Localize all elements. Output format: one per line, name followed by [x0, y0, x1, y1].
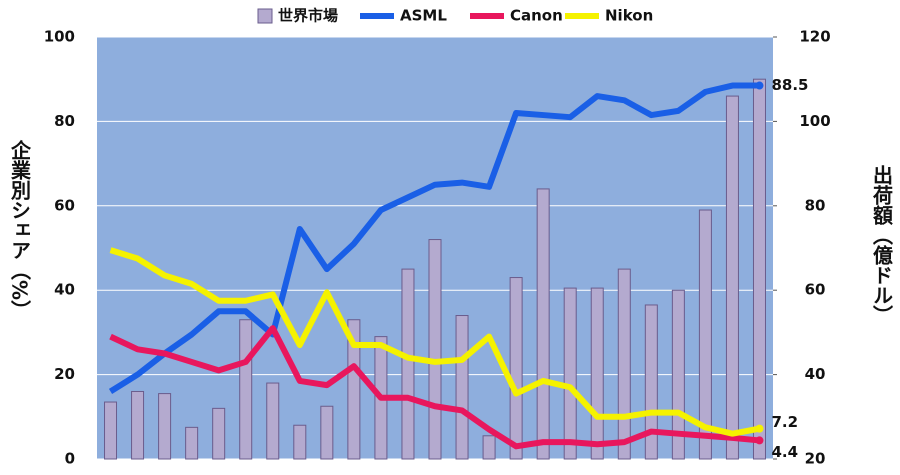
bar	[266, 382, 280, 460]
y-tick-label: 60	[54, 196, 75, 214]
value-label: 88.5	[771, 76, 808, 94]
line	[108, 82, 760, 395]
bar	[590, 287, 604, 460]
y2-tick-label: 20	[805, 450, 826, 468]
y2-tick-label: 60	[805, 281, 826, 299]
end-marker	[755, 424, 764, 433]
bar	[239, 319, 253, 460]
bar	[428, 239, 442, 460]
bar	[131, 390, 145, 460]
bar	[698, 209, 712, 460]
y-tick-label: 40	[54, 281, 75, 299]
bar	[725, 95, 739, 460]
bar	[455, 315, 469, 460]
y-axis-label: 企業別シェア（%）	[8, 139, 32, 320]
bar	[347, 319, 361, 460]
bar	[617, 268, 631, 460]
y2-tick-label: 40	[805, 365, 826, 383]
y-tick-label: 20	[54, 365, 75, 383]
legend-swatch	[257, 8, 273, 24]
bar	[509, 277, 523, 460]
y-tick-label: 0	[65, 450, 75, 468]
legend-label: Nikon	[605, 7, 653, 25]
bar	[752, 78, 766, 460]
bar	[185, 426, 199, 460]
bar	[536, 188, 550, 460]
y2-tick-label: 120	[799, 28, 830, 46]
y2-tick-label: 80	[805, 196, 826, 214]
line	[109, 325, 760, 450]
bar	[320, 405, 334, 460]
legend-label: ASML	[400, 7, 447, 25]
legend-label: 世界市場	[278, 7, 338, 25]
line	[109, 247, 761, 437]
legend-label: Canon	[510, 7, 563, 25]
bar	[293, 424, 307, 460]
y-tick-label: 100	[44, 28, 75, 46]
y2-tick-label: 100	[799, 112, 830, 130]
bar	[644, 304, 658, 460]
end-marker	[755, 436, 764, 445]
bar	[212, 407, 226, 460]
bar	[482, 435, 496, 460]
y-tick-label: 80	[54, 112, 75, 130]
bar	[401, 268, 415, 460]
bar	[158, 393, 172, 460]
bar	[104, 401, 118, 460]
value-label: 4.4	[771, 443, 798, 461]
end-marker	[755, 81, 764, 90]
bar	[563, 287, 577, 460]
y2-axis-label: 出荷額（億ドル）	[870, 165, 894, 325]
value-label: 7.2	[771, 413, 798, 431]
